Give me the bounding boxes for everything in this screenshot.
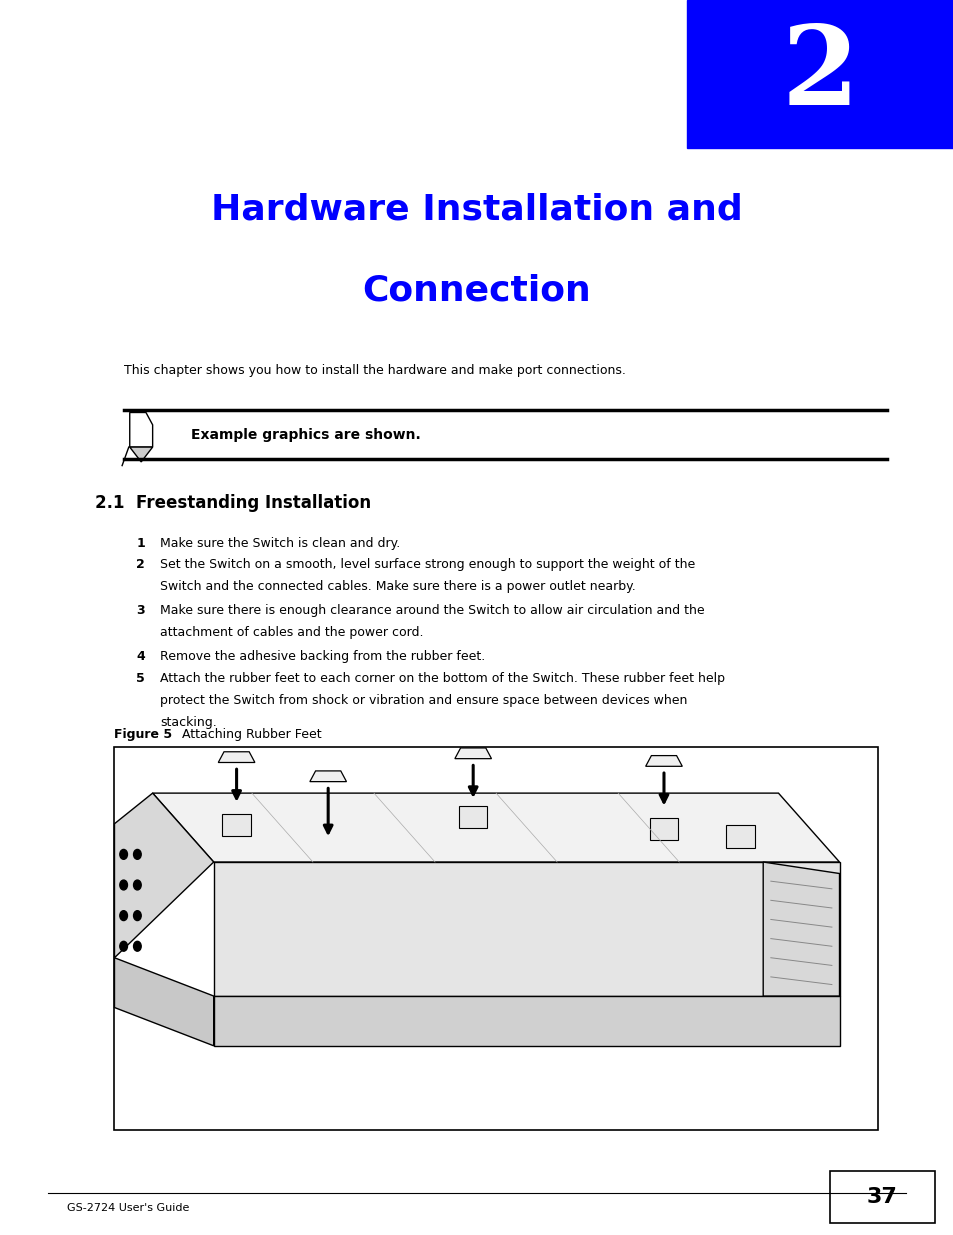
Text: attachment of cables and the power cord.: attachment of cables and the power cord. bbox=[160, 626, 423, 640]
Circle shape bbox=[120, 941, 128, 951]
Polygon shape bbox=[114, 793, 213, 958]
Polygon shape bbox=[213, 995, 839, 1046]
Circle shape bbox=[133, 881, 141, 890]
Text: Make sure there is enough clearance around the Switch to allow air circulation a: Make sure there is enough clearance arou… bbox=[160, 604, 704, 618]
Polygon shape bbox=[645, 756, 681, 766]
Polygon shape bbox=[130, 412, 152, 447]
Text: 1: 1 bbox=[136, 537, 145, 551]
Circle shape bbox=[120, 850, 128, 860]
Text: Connection: Connection bbox=[362, 273, 591, 308]
Text: 4: 4 bbox=[136, 650, 145, 663]
Circle shape bbox=[133, 850, 141, 860]
Text: Example graphics are shown.: Example graphics are shown. bbox=[191, 427, 420, 442]
Bar bbox=[829, 1171, 934, 1223]
Text: 2: 2 bbox=[136, 558, 145, 572]
Circle shape bbox=[120, 910, 128, 920]
Polygon shape bbox=[218, 752, 254, 762]
Bar bbox=[222, 814, 251, 836]
Text: 3: 3 bbox=[136, 604, 145, 618]
Text: stacking.: stacking. bbox=[160, 716, 216, 730]
Bar bbox=[725, 825, 754, 847]
Bar bbox=[458, 806, 487, 829]
Text: protect the Switch from shock or vibration and ensure space between devices when: protect the Switch from shock or vibrati… bbox=[160, 694, 687, 708]
Text: Figure 5: Figure 5 bbox=[114, 729, 172, 741]
Text: GS-2724 User's Guide: GS-2724 User's Guide bbox=[67, 1203, 189, 1213]
Polygon shape bbox=[762, 862, 839, 995]
Circle shape bbox=[133, 941, 141, 951]
Text: Switch and the connected cables. Make sure there is a power outlet nearby.: Switch and the connected cables. Make su… bbox=[160, 580, 636, 594]
Text: 5: 5 bbox=[136, 672, 145, 685]
Text: Hardware Installation and: Hardware Installation and bbox=[211, 193, 742, 227]
Bar bbox=[649, 818, 678, 840]
Text: Set the Switch on a smooth, level surface strong enough to support the weight of: Set the Switch on a smooth, level surfac… bbox=[160, 558, 695, 572]
Text: 2.1  Freestanding Installation: 2.1 Freestanding Installation bbox=[95, 494, 371, 511]
Polygon shape bbox=[310, 771, 346, 782]
Polygon shape bbox=[213, 862, 839, 995]
Bar bbox=[114, 747, 877, 1130]
Polygon shape bbox=[130, 447, 152, 462]
Polygon shape bbox=[114, 958, 213, 1046]
Text: This chapter shows you how to install the hardware and make port connections.: This chapter shows you how to install th… bbox=[124, 364, 625, 377]
Text: 37: 37 bbox=[866, 1187, 897, 1207]
Circle shape bbox=[133, 910, 141, 920]
Polygon shape bbox=[152, 793, 839, 862]
Text: Remove the adhesive backing from the rubber feet.: Remove the adhesive backing from the rub… bbox=[160, 650, 485, 663]
Text: 2: 2 bbox=[781, 21, 859, 127]
Text: Make sure the Switch is clean and dry.: Make sure the Switch is clean and dry. bbox=[160, 537, 400, 551]
Circle shape bbox=[120, 881, 128, 890]
Text: Attaching Rubber Feet: Attaching Rubber Feet bbox=[170, 729, 321, 741]
Polygon shape bbox=[455, 748, 491, 758]
Bar bbox=[686, 0, 953, 148]
Text: Attach the rubber feet to each corner on the bottom of the Switch. These rubber : Attach the rubber feet to each corner on… bbox=[160, 672, 724, 685]
